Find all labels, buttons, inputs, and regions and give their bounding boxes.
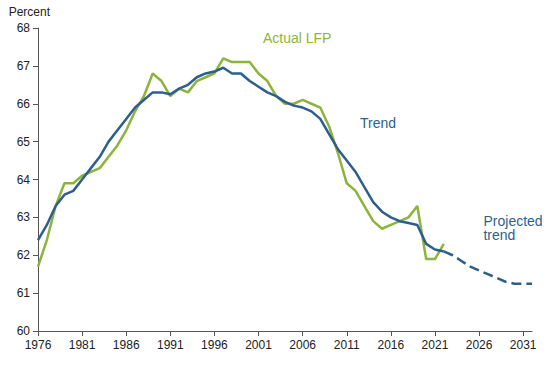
svg-text:2016: 2016	[378, 338, 405, 352]
svg-text:65: 65	[17, 135, 31, 149]
svg-text:1976: 1976	[25, 338, 52, 352]
svg-text:66: 66	[17, 97, 31, 111]
svg-text:Actual LFP: Actual LFP	[263, 30, 331, 46]
svg-text:64: 64	[17, 173, 31, 187]
svg-text:1996: 1996	[201, 338, 228, 352]
svg-text:2011: 2011	[334, 338, 360, 352]
svg-text:60: 60	[17, 324, 31, 338]
svg-text:Percent: Percent	[9, 5, 51, 19]
svg-text:Trend: Trend	[360, 115, 396, 131]
svg-text:2006: 2006	[289, 338, 316, 352]
svg-text:67: 67	[17, 59, 31, 73]
svg-text:2021: 2021	[422, 338, 449, 352]
svg-text:1991: 1991	[157, 338, 184, 352]
svg-text:2026: 2026	[466, 338, 493, 352]
svg-text:2031: 2031	[510, 338, 537, 352]
svg-text:2001: 2001	[245, 338, 272, 352]
svg-text:1981: 1981	[69, 338, 96, 352]
svg-text:68: 68	[17, 21, 31, 35]
svg-text:trend: trend	[483, 227, 515, 243]
svg-text:62: 62	[17, 248, 31, 262]
svg-text:Projected: Projected	[483, 213, 547, 229]
svg-text:61: 61	[17, 286, 31, 300]
svg-text:1986: 1986	[113, 338, 140, 352]
svg-text:63: 63	[17, 210, 31, 224]
